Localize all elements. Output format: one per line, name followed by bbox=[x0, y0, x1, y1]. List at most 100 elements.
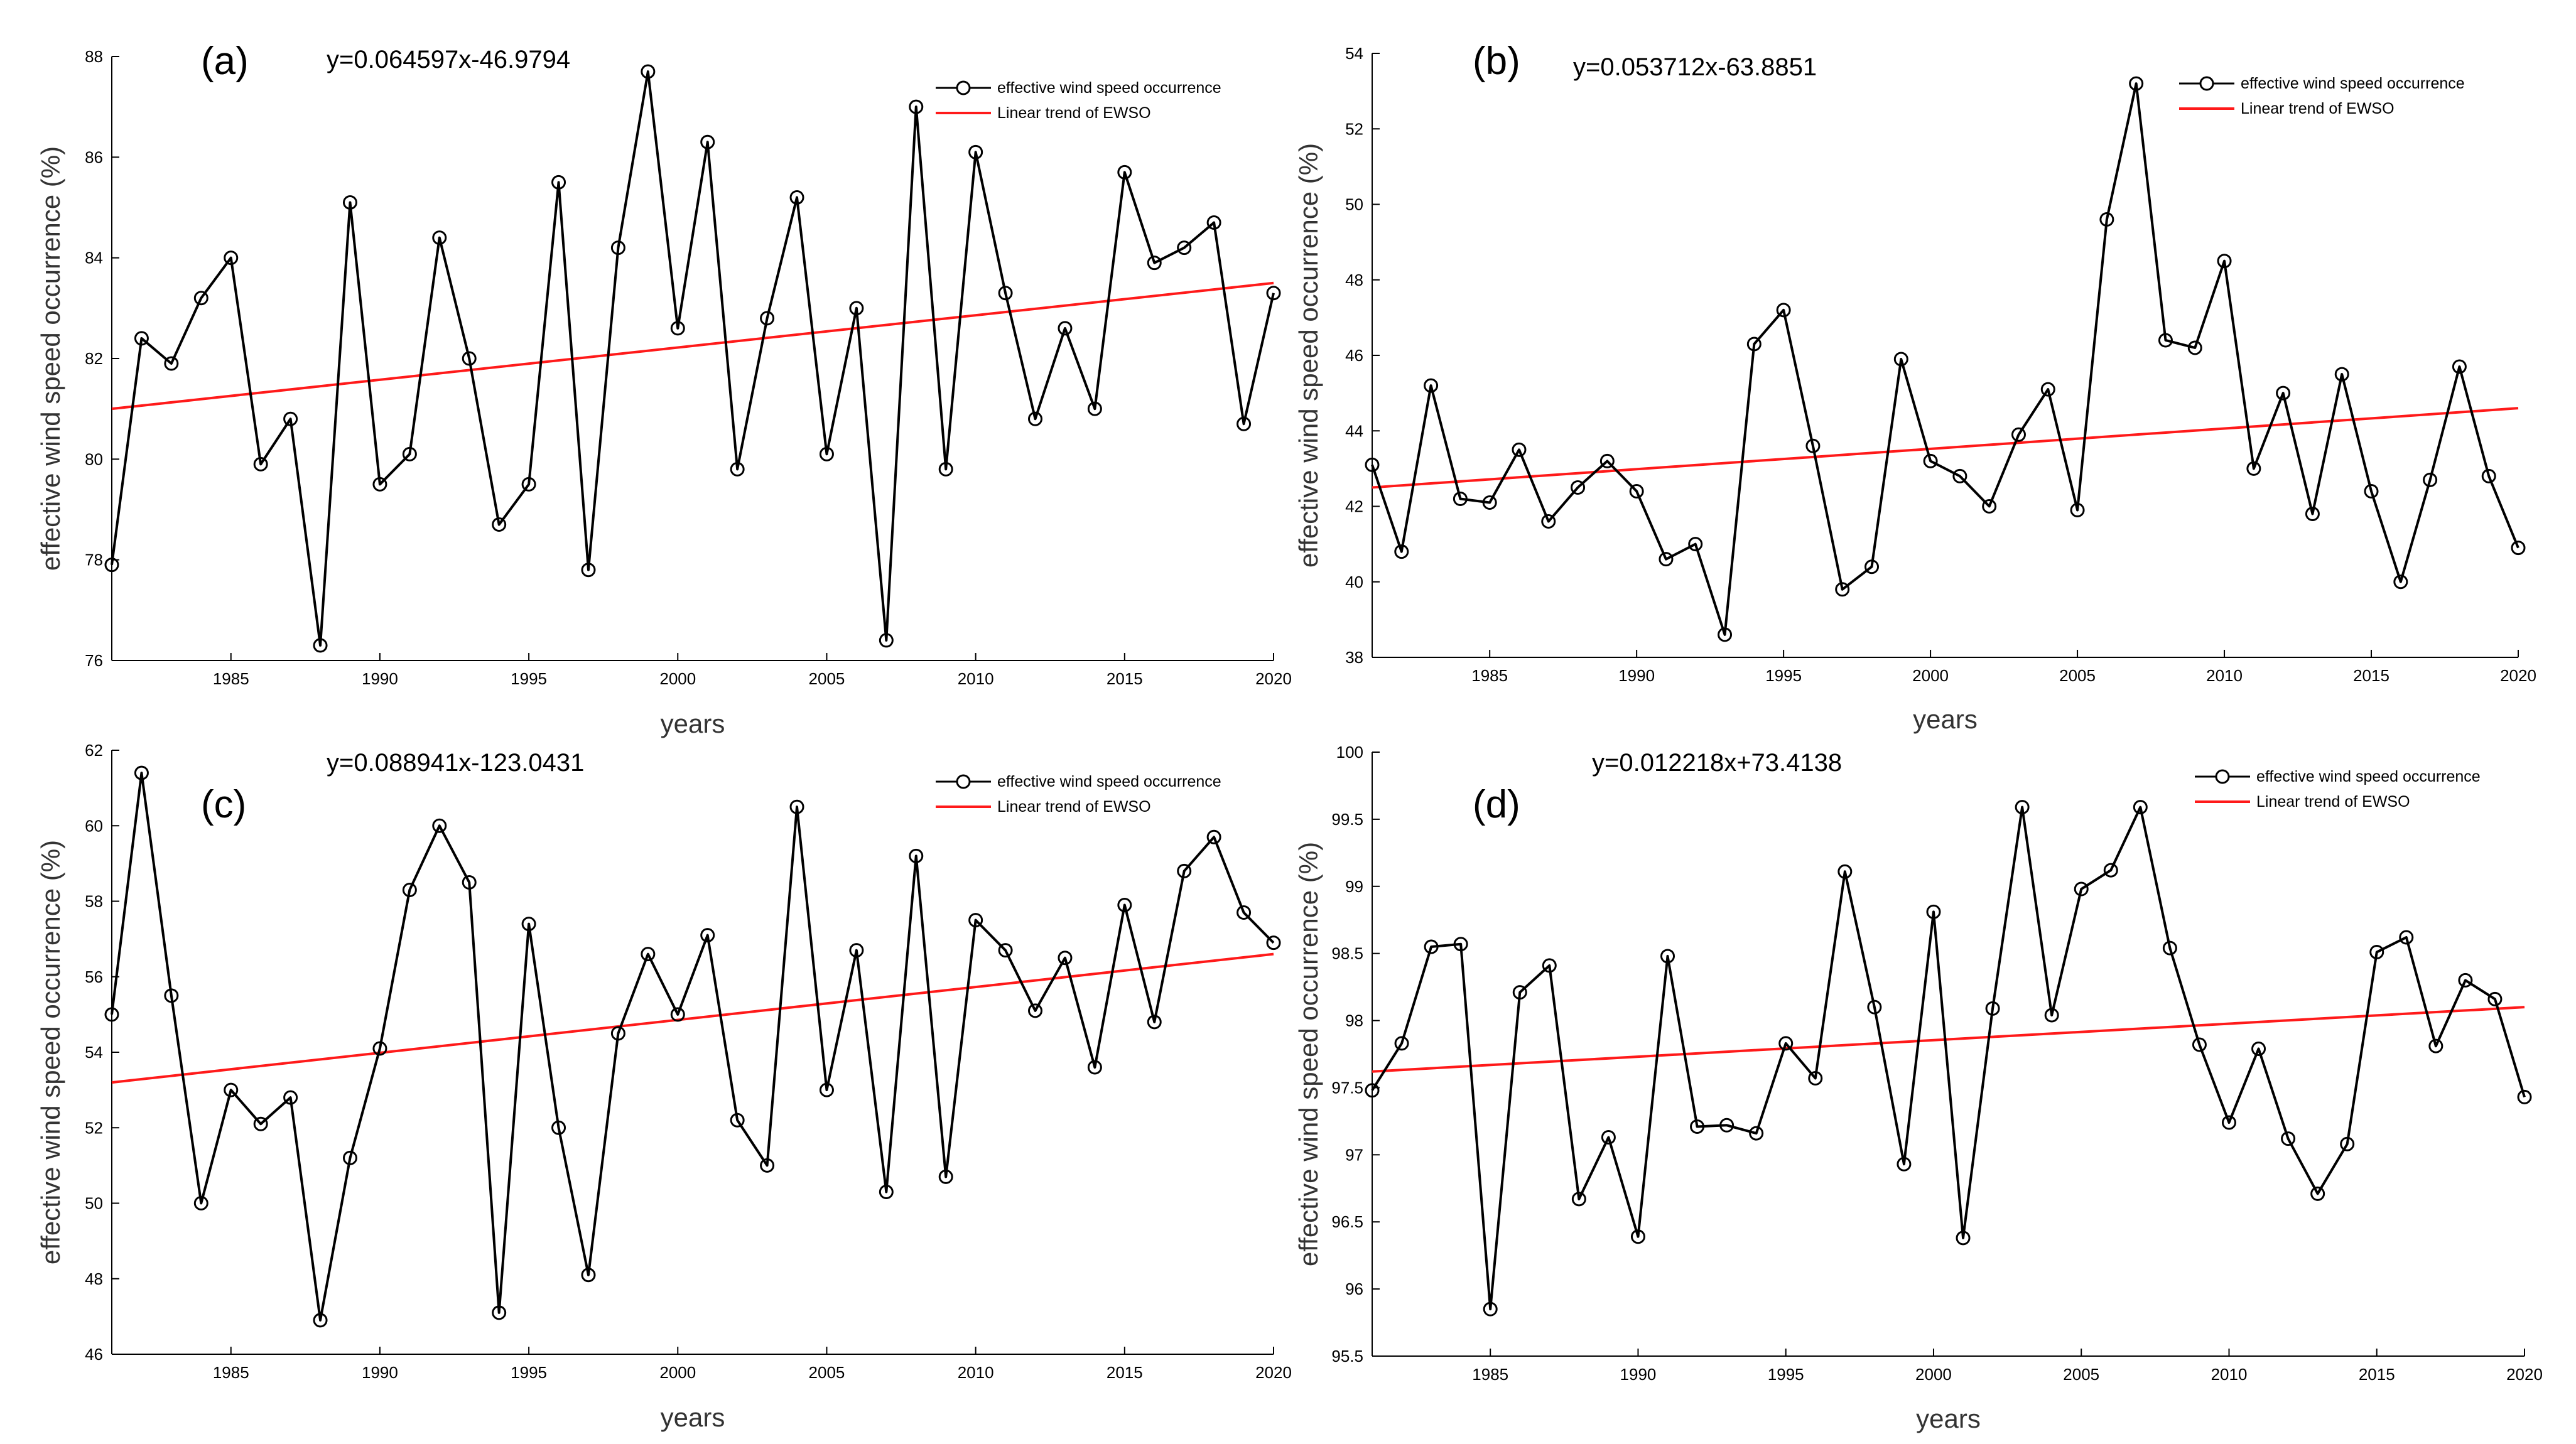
x-tick-label: 2005 bbox=[2063, 1365, 2099, 1384]
y-tick-label: 96.5 bbox=[1331, 1212, 1363, 1231]
data-point bbox=[730, 1113, 745, 1128]
data-point bbox=[670, 1007, 685, 1022]
data-point bbox=[1718, 627, 1733, 642]
data-point bbox=[2481, 468, 2496, 483]
x-tick-label: 2020 bbox=[1255, 669, 1292, 688]
data-point bbox=[1117, 164, 1132, 180]
data-point bbox=[2428, 1038, 2443, 1053]
x-tick-label: 2020 bbox=[1255, 1363, 1292, 1382]
data-point bbox=[462, 351, 477, 366]
data-point bbox=[2251, 1041, 2266, 1056]
data-point bbox=[1542, 958, 1557, 973]
trend-line bbox=[1372, 407, 2519, 489]
series-line bbox=[111, 772, 1275, 1322]
data-point bbox=[2393, 574, 2408, 590]
data-point bbox=[1512, 442, 1527, 457]
y-axis-label: effective wind speed occurrence (%) bbox=[36, 146, 65, 571]
data-point bbox=[730, 461, 745, 477]
data-point bbox=[164, 988, 179, 1003]
data-point bbox=[1746, 337, 1762, 352]
data-point bbox=[938, 1169, 953, 1184]
y-tick-label: 100 bbox=[1336, 743, 1363, 762]
legend-series-marker bbox=[956, 80, 971, 95]
x-tick-label: 1990 bbox=[1620, 1365, 1657, 1384]
data-point bbox=[641, 947, 656, 962]
data-point bbox=[342, 1150, 357, 1165]
y-tick-label: 78 bbox=[85, 551, 103, 569]
y-tick-label: 52 bbox=[85, 1118, 103, 1137]
data-point bbox=[1571, 480, 1586, 495]
y-tick-label: 52 bbox=[1345, 119, 1363, 138]
equation-label: y=0.012218x+73.4138 bbox=[1592, 749, 1842, 777]
legend-series-marker bbox=[2199, 76, 2214, 91]
data-point bbox=[849, 301, 864, 316]
data-point bbox=[1482, 495, 1497, 510]
data-point bbox=[879, 633, 894, 648]
y-tick-label: 80 bbox=[85, 450, 103, 468]
data-point bbox=[193, 1196, 208, 1210]
data-point bbox=[1837, 864, 1853, 879]
y-tick-label: 50 bbox=[85, 1194, 103, 1213]
trend-line bbox=[1372, 1006, 2525, 1073]
x-tick-label: 2000 bbox=[659, 1363, 696, 1382]
x-axis-label: years bbox=[661, 709, 725, 738]
data-point bbox=[789, 190, 804, 205]
x-tick-label: 2020 bbox=[2506, 1365, 2543, 1384]
data-point bbox=[1835, 582, 1850, 597]
data-point bbox=[2044, 1008, 2059, 1023]
data-point bbox=[224, 1082, 239, 1097]
y-axis-label: effective wind speed occurrence (%) bbox=[1294, 143, 1323, 568]
data-point bbox=[492, 1305, 507, 1320]
data-point bbox=[2158, 333, 2173, 348]
data-point bbox=[1424, 939, 1439, 954]
data-point bbox=[1512, 985, 1527, 1000]
data-point bbox=[253, 456, 268, 471]
data-point bbox=[2133, 800, 2148, 815]
data-point bbox=[2040, 382, 2055, 397]
data-point bbox=[1982, 499, 1997, 514]
x-tick-label: 2005 bbox=[809, 669, 845, 688]
panel-label: (b) bbox=[1473, 40, 1520, 83]
data-point bbox=[1365, 1083, 1380, 1098]
y-tick-label: 50 bbox=[1345, 195, 1363, 214]
data-point bbox=[283, 411, 298, 426]
data-point bbox=[2369, 945, 2384, 960]
legend-series-label: effective wind speed occurrence bbox=[997, 79, 1221, 97]
x-tick-label: 1995 bbox=[511, 1363, 547, 1382]
panel-label: (a) bbox=[201, 40, 249, 83]
data-point bbox=[372, 1041, 387, 1056]
x-tick-label: 2010 bbox=[2206, 666, 2243, 685]
x-tick-label: 1995 bbox=[1768, 1365, 1804, 1384]
y-tick-label: 99 bbox=[1345, 877, 1363, 896]
data-point bbox=[1266, 935, 1281, 951]
trend-line bbox=[111, 281, 1274, 411]
data-point bbox=[1483, 1301, 1498, 1317]
data-point bbox=[313, 1313, 328, 1328]
data-point bbox=[2310, 1186, 2325, 1201]
data-point bbox=[2452, 359, 2467, 374]
data-point bbox=[104, 558, 119, 573]
y-tick-label: 88 bbox=[85, 47, 103, 66]
y-tick-label: 48 bbox=[85, 1269, 103, 1288]
data-point bbox=[909, 99, 924, 114]
data-point bbox=[1893, 352, 1908, 367]
data-point bbox=[372, 477, 387, 492]
x-tick-label: 2005 bbox=[2059, 666, 2096, 685]
data-point bbox=[521, 477, 536, 492]
data-point bbox=[2129, 76, 2144, 91]
data-point bbox=[700, 928, 715, 943]
data-point bbox=[1776, 303, 1791, 318]
data-point bbox=[1867, 999, 1882, 1015]
data-point bbox=[2187, 340, 2202, 355]
data-point bbox=[1237, 416, 1252, 431]
data-point bbox=[1599, 453, 1615, 468]
data-point bbox=[1177, 863, 1192, 878]
equation-label: y=0.064597x-46.9794 bbox=[327, 46, 570, 73]
panel-label: (c) bbox=[201, 783, 246, 826]
legend-trend-label: Linear trend of EWSO bbox=[2241, 100, 2395, 117]
series-line bbox=[1371, 806, 2526, 1311]
data-point bbox=[1394, 1036, 1409, 1051]
data-point bbox=[283, 1090, 298, 1105]
data-point bbox=[432, 230, 447, 245]
x-tick-label: 1985 bbox=[1472, 1365, 1508, 1384]
